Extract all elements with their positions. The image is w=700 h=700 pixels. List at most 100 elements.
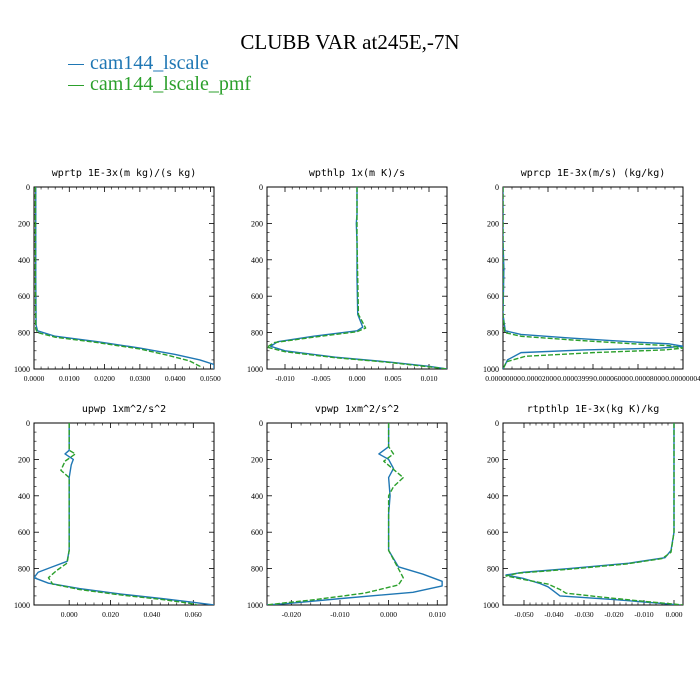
x-tick-label: -0.005 bbox=[311, 374, 331, 383]
x-tick-label: 0.00006000 bbox=[593, 374, 629, 383]
x-tick-label: 0.010 bbox=[429, 610, 446, 619]
y-tick-label: 800 bbox=[251, 565, 263, 574]
legend-line-icon bbox=[68, 84, 84, 86]
plot-frame bbox=[33, 186, 215, 370]
legend-item-lscale-pmf: cam144_lscale_pmf bbox=[68, 73, 251, 95]
x-tick-label: 0.00002000 bbox=[521, 374, 557, 383]
y-tick-label: 400 bbox=[18, 256, 30, 265]
series-line-lscale bbox=[269, 187, 447, 369]
series-line-lscale-pmf bbox=[267, 423, 404, 605]
series-line-lscale-pmf bbox=[267, 187, 447, 369]
series-line-lscale bbox=[34, 423, 214, 605]
y-tick-label: 1000 bbox=[247, 365, 263, 374]
x-tick-label: -0.030 bbox=[574, 610, 594, 619]
x-tick-label: 0.000 bbox=[61, 610, 78, 619]
chart-panel-2: wpthlp 1x(m K)/s 0 200 400 600 800 1000 -0.010 -… bbox=[247, 168, 448, 383]
y-tick-label: 0 bbox=[26, 419, 30, 428]
legend-label: cam144_lscale_pmf bbox=[90, 73, 252, 95]
x-tick-label: 0.010 bbox=[421, 374, 438, 383]
x-tick-label: -0.010 bbox=[275, 374, 295, 383]
y-tick-label: 600 bbox=[487, 528, 499, 537]
x-tick-label: -0.020 bbox=[282, 610, 302, 619]
series-line-lscale-pmf bbox=[47, 423, 198, 605]
figure-title: CLUBB VAR at245E,-7N bbox=[240, 30, 460, 54]
x-tick-label: 0.0100 bbox=[59, 374, 80, 383]
y-tick-label: 1000 bbox=[14, 601, 30, 610]
y-tick-label: 600 bbox=[251, 292, 263, 301]
x-tick-label: -0.010 bbox=[634, 610, 654, 619]
panel-title: rtpthlp 1E-3x(kg K)/kg bbox=[527, 404, 659, 415]
y-tick-label: 0 bbox=[259, 183, 263, 192]
y-tick-label: 600 bbox=[251, 528, 263, 537]
y-tick-label: 0 bbox=[495, 419, 499, 428]
y-tick-label: 400 bbox=[487, 492, 499, 501]
series-line-lscale bbox=[505, 423, 681, 605]
x-tick-label: 0.00000000 bbox=[485, 374, 521, 383]
y-tick-label: 200 bbox=[487, 455, 499, 464]
x-tick-label: 0.0500 bbox=[200, 374, 221, 383]
y-tick-label: 200 bbox=[487, 219, 499, 228]
x-tick-label: 0.0200 bbox=[94, 374, 115, 383]
x-tick-label: 0.005 bbox=[385, 374, 402, 383]
x-tick-label: 0.0300 bbox=[130, 374, 151, 383]
series-line-lscale bbox=[503, 187, 683, 369]
panel-title: wpthlp 1x(m K)/s bbox=[309, 168, 405, 179]
x-tick-label: -0.050 bbox=[514, 610, 534, 619]
x-tick-label: 0.060 bbox=[185, 610, 202, 619]
series-line-lscale bbox=[35, 187, 214, 369]
chart-panel-5: vpwp 1xm^2/s^2 0 200 400 600 800 1000 -0.020 -0.… bbox=[247, 404, 448, 619]
y-tick-label: 1000 bbox=[14, 365, 30, 374]
y-tick-label: 800 bbox=[251, 329, 263, 338]
y-tick-label: 0 bbox=[259, 419, 263, 428]
y-tick-label: 600 bbox=[18, 528, 30, 537]
series-line-lscale-pmf bbox=[505, 423, 683, 605]
x-tick-label: -0.020 bbox=[604, 610, 624, 619]
y-tick-label: 800 bbox=[18, 329, 30, 338]
y-tick-label: 800 bbox=[18, 565, 30, 574]
y-tick-label: 200 bbox=[18, 219, 30, 228]
x-tick-label: 0.0000 bbox=[24, 374, 45, 383]
y-tick-label: 800 bbox=[487, 329, 499, 338]
panel-title: vpwp 1xm^2/s^2 bbox=[315, 404, 399, 415]
panel-title: wprcp 1E-3x(m/s) (kg/kg) bbox=[521, 168, 666, 179]
x-tick-label: 0.040 bbox=[143, 610, 160, 619]
y-tick-label: 400 bbox=[487, 256, 499, 265]
y-tick-label: 1000 bbox=[247, 601, 263, 610]
y-tick-label: 600 bbox=[487, 292, 499, 301]
plot-frame bbox=[502, 422, 684, 606]
series-line-lscale-pmf bbox=[34, 187, 201, 369]
x-tick-label: -0.040 bbox=[544, 610, 564, 619]
chart-panel-4: upwp 1xm^2/s^2 0 200 400 600 800 1000 0.000 0.02… bbox=[14, 404, 215, 619]
x-tick-label: 0.00003999 bbox=[557, 374, 593, 383]
legend-line-icon bbox=[68, 63, 84, 65]
y-tick-label: 400 bbox=[251, 256, 263, 265]
x-tick-label: 0.0400 bbox=[165, 374, 186, 383]
panel-title: upwp 1xm^2/s^2 bbox=[82, 404, 166, 415]
y-tick-label: 200 bbox=[18, 455, 30, 464]
y-tick-label: 800 bbox=[487, 565, 499, 574]
y-tick-label: 200 bbox=[251, 219, 263, 228]
x-tick-label: 0.020 bbox=[102, 610, 119, 619]
y-tick-label: 0 bbox=[26, 183, 30, 192]
x-tick-label: 0.000 bbox=[349, 374, 366, 383]
x-tick-label: 0.000 bbox=[380, 610, 397, 619]
y-tick-label: 400 bbox=[18, 492, 30, 501]
x-tick-label: 0.00008000 bbox=[629, 374, 665, 383]
chart-panel-1: wprtp 1E-3x(m kg)/(s kg) 0 200 400 600 800 100… bbox=[14, 168, 221, 383]
x-tick-label: 0.000 bbox=[666, 610, 683, 619]
legend-label: cam144_lscale bbox=[90, 52, 209, 74]
series-line-lscale bbox=[267, 423, 443, 605]
y-tick-label: 200 bbox=[251, 455, 263, 464]
x-tick-label: 0.00000004 bbox=[665, 374, 700, 383]
y-tick-label: 400 bbox=[251, 492, 263, 501]
plot-frame bbox=[33, 422, 215, 606]
legend-item-lscale: cam144_lscale bbox=[68, 52, 209, 74]
y-tick-label: 600 bbox=[18, 292, 30, 301]
plot-frame bbox=[266, 422, 448, 606]
panel-title: wprtp 1E-3x(m kg)/(s kg) bbox=[52, 168, 197, 179]
chart-panel-6: rtpthlp 1E-3x(kg K)/kg 0 200 400 600 800 1000 -… bbox=[483, 404, 684, 619]
y-tick-label: 1000 bbox=[483, 365, 499, 374]
chart-panel-3: wprcp 1E-3x(m/s) (kg/kg) 0 200 400 600 800 100… bbox=[483, 168, 700, 383]
y-tick-label: 0 bbox=[495, 183, 499, 192]
